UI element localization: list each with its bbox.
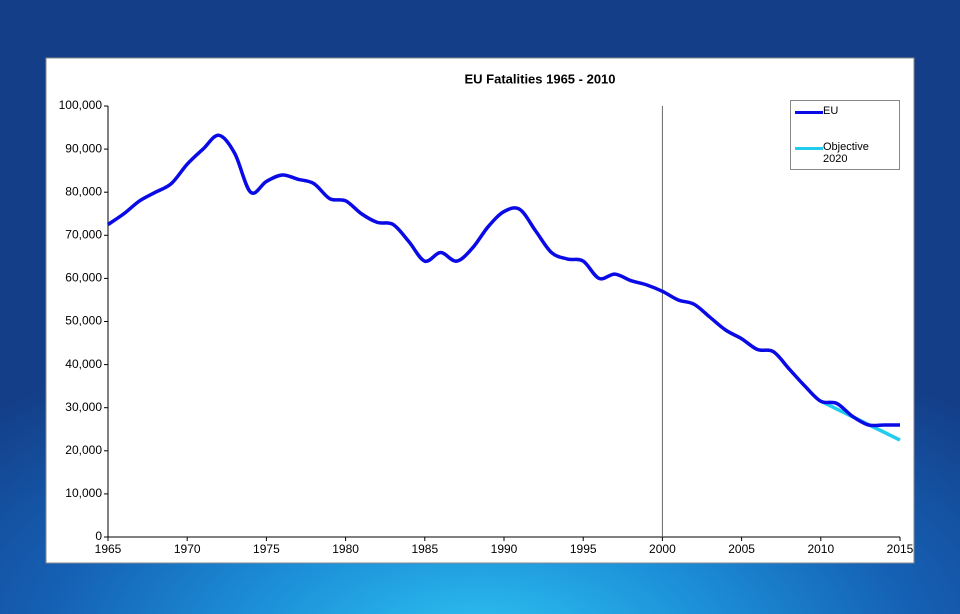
chart-title: EU Fatalities 1965 - 2010 bbox=[464, 71, 615, 86]
series-line bbox=[107, 133, 900, 428]
x-tick-label: 1975 bbox=[253, 542, 280, 556]
y-tick-label: 100,000 bbox=[59, 98, 103, 112]
y-tick-label: 60,000 bbox=[65, 271, 102, 285]
legend: EU Objective 2020 bbox=[790, 100, 900, 170]
y-tick-label: 40,000 bbox=[65, 357, 102, 371]
legend-swatch bbox=[795, 111, 823, 114]
x-tick-label: 2005 bbox=[728, 542, 755, 556]
y-tick-label: 10,000 bbox=[65, 486, 102, 500]
y-tick-label: 50,000 bbox=[65, 314, 102, 328]
legend-entry: Objective 2020 bbox=[795, 141, 878, 165]
x-tick-label: 2000 bbox=[649, 542, 676, 556]
y-tick-label: 80,000 bbox=[65, 184, 102, 198]
legend-label: Objective 2020 bbox=[823, 141, 869, 165]
y-tick-label: 90,000 bbox=[65, 141, 102, 155]
legend-label: EU bbox=[823, 105, 839, 117]
x-tick-label: 2015 bbox=[887, 542, 914, 556]
x-tick-label: 1985 bbox=[411, 542, 438, 556]
y-tick-label: 30,000 bbox=[65, 400, 102, 414]
y-tick-label: 20,000 bbox=[65, 443, 102, 457]
x-tick-label: 1965 bbox=[95, 542, 122, 556]
x-tick-label: 2010 bbox=[807, 542, 834, 556]
legend-swatch bbox=[795, 147, 823, 150]
x-tick-label: 1990 bbox=[491, 542, 518, 556]
x-tick-label: 1995 bbox=[570, 542, 597, 556]
x-tick-label: 1980 bbox=[332, 542, 359, 556]
x-tick-label: 1970 bbox=[174, 542, 201, 556]
y-tick-label: 0 bbox=[95, 529, 102, 543]
y-tick-label: 70,000 bbox=[65, 227, 102, 241]
chart-area bbox=[45, 57, 915, 564]
legend-entry: EU bbox=[795, 105, 878, 117]
